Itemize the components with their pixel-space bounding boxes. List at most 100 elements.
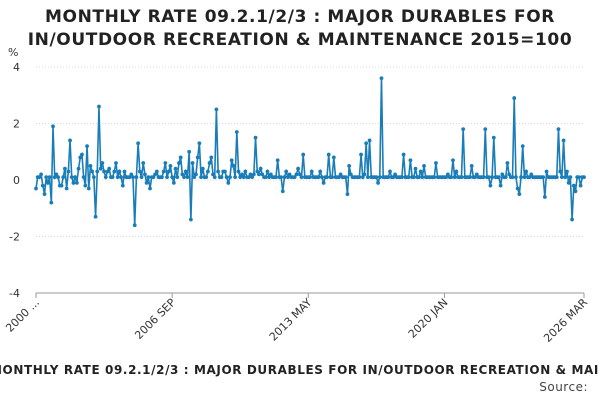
data-point[interactable] — [274, 175, 278, 180]
data-point[interactable] — [112, 169, 117, 174]
data-point[interactable] — [365, 175, 370, 180]
data-point[interactable] — [524, 169, 529, 174]
data-point[interactable] — [451, 158, 455, 163]
data-point[interactable] — [420, 175, 425, 180]
data-point[interactable] — [542, 195, 547, 199]
data-point[interactable] — [364, 141, 369, 146]
data-point[interactable] — [473, 175, 477, 180]
data-point[interactable] — [330, 175, 335, 180]
data-point[interactable] — [292, 175, 297, 180]
data-point[interactable] — [517, 192, 522, 197]
data-point[interactable] — [46, 180, 50, 185]
data-point[interactable] — [56, 175, 61, 180]
data-point[interactable] — [296, 166, 300, 171]
data-point[interactable] — [257, 172, 261, 177]
data-point[interactable] — [362, 172, 367, 177]
data-point[interactable] — [129, 172, 134, 177]
data-point[interactable] — [148, 186, 152, 191]
data-point[interactable] — [515, 186, 520, 191]
data-point[interactable] — [44, 175, 49, 180]
data-point[interactable] — [34, 186, 38, 191]
data-point[interactable] — [279, 175, 283, 180]
data-point[interactable] — [173, 166, 178, 171]
data-point[interactable] — [459, 175, 464, 180]
data-point[interactable] — [170, 175, 175, 180]
data-point[interactable] — [243, 169, 248, 174]
data-point[interactable] — [168, 163, 173, 168]
data-point[interactable] — [143, 172, 147, 177]
data-point[interactable] — [190, 161, 195, 165]
data-point[interactable] — [127, 175, 132, 180]
data-point[interactable] — [253, 135, 258, 140]
data-point[interactable] — [188, 217, 193, 222]
data-point[interactable] — [367, 138, 372, 143]
data-point[interactable] — [500, 172, 505, 177]
data-point[interactable] — [37, 175, 42, 180]
data-point[interactable] — [559, 175, 564, 180]
data-point[interactable] — [348, 172, 353, 177]
data-point[interactable] — [434, 161, 438, 165]
data-point[interactable] — [401, 152, 406, 157]
data-point[interactable] — [265, 169, 270, 174]
data-point[interactable] — [68, 138, 72, 143]
data-point[interactable] — [318, 169, 323, 174]
data-point[interactable] — [132, 223, 137, 228]
data-point[interactable] — [71, 180, 76, 185]
data-point[interactable] — [39, 172, 44, 177]
data-point[interactable] — [468, 175, 472, 180]
data-point[interactable] — [51, 124, 55, 129]
data-point[interactable] — [343, 175, 348, 180]
data-point[interactable] — [578, 183, 583, 188]
data-point[interactable] — [359, 152, 363, 157]
data-point[interactable] — [393, 172, 397, 177]
data-point[interactable] — [454, 169, 459, 174]
data-point[interactable] — [223, 169, 227, 174]
data-point[interactable] — [400, 175, 404, 180]
data-point[interactable] — [204, 175, 209, 180]
data-point[interactable] — [175, 175, 180, 180]
data-point[interactable] — [250, 175, 255, 180]
data-point[interactable] — [59, 183, 64, 188]
data-point[interactable] — [582, 175, 586, 180]
data-point[interactable] — [200, 166, 205, 171]
data-point[interactable] — [115, 175, 120, 180]
data-point[interactable] — [180, 172, 185, 177]
data-point[interactable] — [178, 155, 183, 160]
series-points[interactable] — [34, 76, 586, 228]
data-point[interactable] — [154, 169, 159, 174]
data-point[interactable] — [255, 169, 260, 174]
data-point[interactable] — [474, 172, 479, 177]
data-point[interactable] — [522, 175, 527, 180]
data-point[interactable] — [331, 155, 336, 160]
data-point[interactable] — [233, 175, 238, 180]
data-point[interactable] — [461, 127, 466, 132]
data-point[interactable] — [195, 155, 200, 160]
data-point[interactable] — [391, 175, 396, 180]
data-point[interactable] — [301, 152, 306, 157]
data-point[interactable] — [469, 163, 474, 168]
data-point[interactable] — [541, 175, 546, 180]
data-point[interactable] — [565, 169, 569, 174]
data-point[interactable] — [268, 172, 273, 177]
data-point[interactable] — [326, 152, 331, 157]
data-point[interactable] — [251, 172, 256, 177]
data-point[interactable] — [497, 175, 501, 180]
data-point[interactable] — [282, 175, 287, 180]
data-point[interactable] — [197, 141, 202, 146]
data-point[interactable] — [211, 172, 215, 177]
data-point[interactable] — [452, 175, 457, 180]
data-point[interactable] — [122, 169, 127, 174]
data-point[interactable] — [481, 175, 486, 180]
data-point[interactable] — [107, 166, 112, 171]
data-point[interactable] — [199, 175, 203, 180]
source-credit[interactable]: Source: — [539, 380, 588, 394]
data-point[interactable] — [258, 166, 263, 171]
data-point[interactable] — [529, 172, 534, 177]
data-point[interactable] — [568, 175, 573, 180]
data-point[interactable] — [103, 175, 108, 180]
data-point[interactable] — [120, 183, 125, 188]
data-point[interactable] — [182, 175, 186, 180]
data-point[interactable] — [357, 175, 362, 180]
data-point[interactable] — [224, 175, 229, 180]
data-point[interactable] — [209, 155, 214, 160]
